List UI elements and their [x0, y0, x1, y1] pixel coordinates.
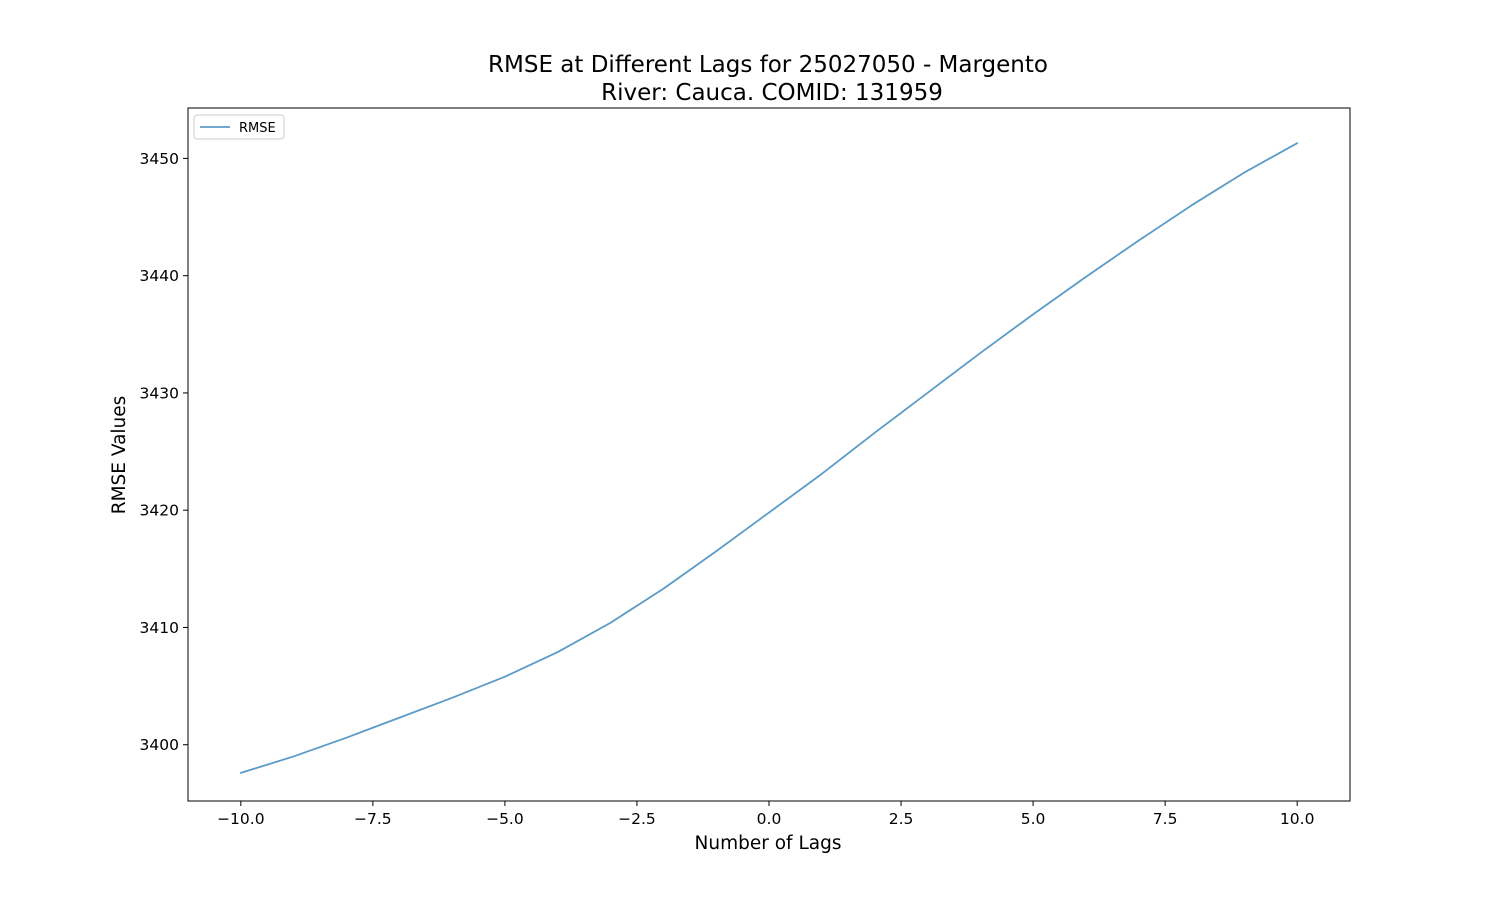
- x-axis-label: Number of Lags: [695, 833, 842, 854]
- x-tick-label: −7.5: [354, 810, 392, 828]
- x-tick-label: −5.0: [486, 810, 524, 828]
- x-tick-label: 5.0: [1021, 810, 1046, 828]
- chart-subtitle: River: Cauca. COMID: 131959: [601, 80, 943, 106]
- legend-box: [193, 114, 285, 140]
- y-tick-label: 3430: [140, 384, 179, 402]
- x-tick-label: 0.0: [757, 810, 782, 828]
- y-tick-label: 3440: [140, 267, 179, 285]
- x-tick-label: 10.0: [1280, 810, 1315, 828]
- legend-label-rmse: RMSE: [239, 121, 276, 136]
- series-line-rmse: [239, 142, 1299, 774]
- y-axis: 3400 3410 3420 3430 3440 3450: [140, 150, 188, 754]
- y-tick-label: 3450: [140, 150, 179, 168]
- y-axis-label: RMSE Values: [109, 396, 130, 515]
- series-layer: [239, 142, 1299, 774]
- legend: RMSE: [193, 114, 285, 140]
- plot-area-frame: [187, 107, 1351, 802]
- x-tick-label: 7.5: [1153, 810, 1178, 828]
- y-tick-label: 3400: [140, 736, 179, 754]
- y-tick-label: 3420: [140, 502, 179, 520]
- chart-title: RMSE at Different Lags for 25027050 - Ma…: [488, 52, 1048, 78]
- y-tick-label: 3410: [140, 619, 179, 637]
- x-tick-label: −10.0: [217, 810, 265, 828]
- x-tick-label: 2.5: [889, 810, 914, 828]
- x-tick-label: −2.5: [618, 810, 656, 828]
- x-axis: −10.0 −7.5 −5.0 −2.5 0.0 2.5 5.0 7.5 10.0: [217, 801, 1314, 828]
